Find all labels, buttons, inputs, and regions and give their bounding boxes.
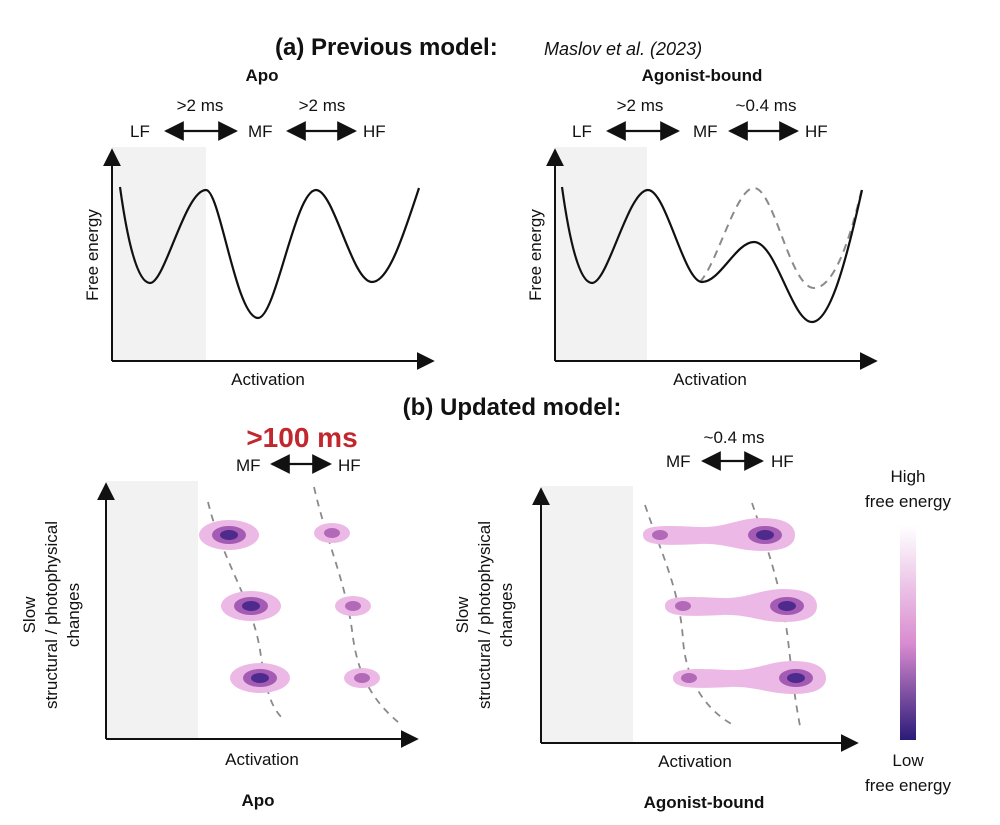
state-label-hf: HF	[338, 456, 361, 475]
state-label-hf: HF	[805, 122, 828, 141]
lf-shaded-region	[112, 147, 206, 361]
slow-transition-highlight: >100 ms	[246, 422, 357, 453]
panel-a-citation: Maslov et al. (2023)	[544, 39, 702, 59]
y-axis-label-line1: Slow	[453, 596, 472, 634]
panel-b-left-caption: Apo	[241, 791, 274, 810]
colorbar	[900, 526, 916, 740]
state-label-hf: HF	[771, 452, 794, 471]
y-axis-label: Free energy	[526, 209, 545, 301]
energy-curve	[560, 186, 864, 324]
x-axis-label: Activation	[673, 370, 747, 389]
colorbar-high-label-line2: free energy	[865, 492, 951, 511]
state-label-mf: MF	[248, 122, 273, 141]
colorbar-low-label-line1: Low	[892, 751, 924, 770]
transition-time-lf-mf: >2 ms	[177, 96, 224, 115]
transition-time-mf-hf: ~0.4 ms	[736, 96, 797, 115]
energy-landscape-row-3	[673, 661, 826, 694]
energy-landscape-row-1	[643, 518, 795, 551]
state-label-mf: MF	[666, 452, 691, 471]
energy-curve	[118, 186, 421, 320]
transition-time-lf-mf: >2 ms	[617, 96, 664, 115]
state-label-mf: MF	[236, 456, 261, 475]
panel-b-right-caption: Agonist-bound	[644, 793, 765, 812]
y-axis-label-line2: structural / photophysical	[475, 521, 494, 709]
y-axis-label-line2: structural / photophysical	[42, 521, 61, 709]
colorbar-low-label-line2: free energy	[865, 776, 951, 795]
x-axis-label: Activation	[231, 370, 305, 389]
y-axis-label-line3: changes	[64, 583, 83, 647]
lf-shaded-region	[106, 481, 198, 739]
energy-well-hf-1	[314, 523, 350, 543]
state-label-lf: LF	[130, 122, 150, 141]
state-label-lf: LF	[572, 122, 592, 141]
energy-well-mf-3	[230, 663, 290, 693]
energy-well-mf-2	[221, 591, 281, 621]
panel-a-title: (a) Previous model:	[275, 34, 498, 61]
y-axis-label-line3: changes	[497, 583, 516, 647]
panel-a-right-title: Agonist-bound	[642, 66, 763, 85]
colorbar-high-label-line1: High	[891, 467, 926, 486]
state-label-mf: MF	[693, 122, 718, 141]
y-axis-label-line1: Slow	[20, 596, 39, 634]
state-label-hf: HF	[363, 122, 386, 141]
x-axis-label: Activation	[658, 752, 732, 771]
energy-well-hf-3	[344, 668, 380, 688]
panel-a-left-title: Apo	[245, 66, 278, 85]
lf-shaded-region	[541, 486, 633, 743]
y-axis-label: Free energy	[83, 209, 102, 301]
energy-well-mf-1	[199, 520, 259, 550]
panel-b-title: (b) Updated model:	[403, 394, 622, 421]
previous-energy-curve-dashed	[699, 186, 863, 290]
energy-well-hf-2	[335, 596, 371, 616]
transition-time-mf-hf: ~0.4 ms	[704, 428, 765, 447]
lf-shaded-region	[555, 147, 647, 361]
x-axis-label: Activation	[225, 750, 299, 769]
energy-landscape-row-2	[665, 589, 817, 622]
transition-time-mf-hf: >2 ms	[299, 96, 346, 115]
